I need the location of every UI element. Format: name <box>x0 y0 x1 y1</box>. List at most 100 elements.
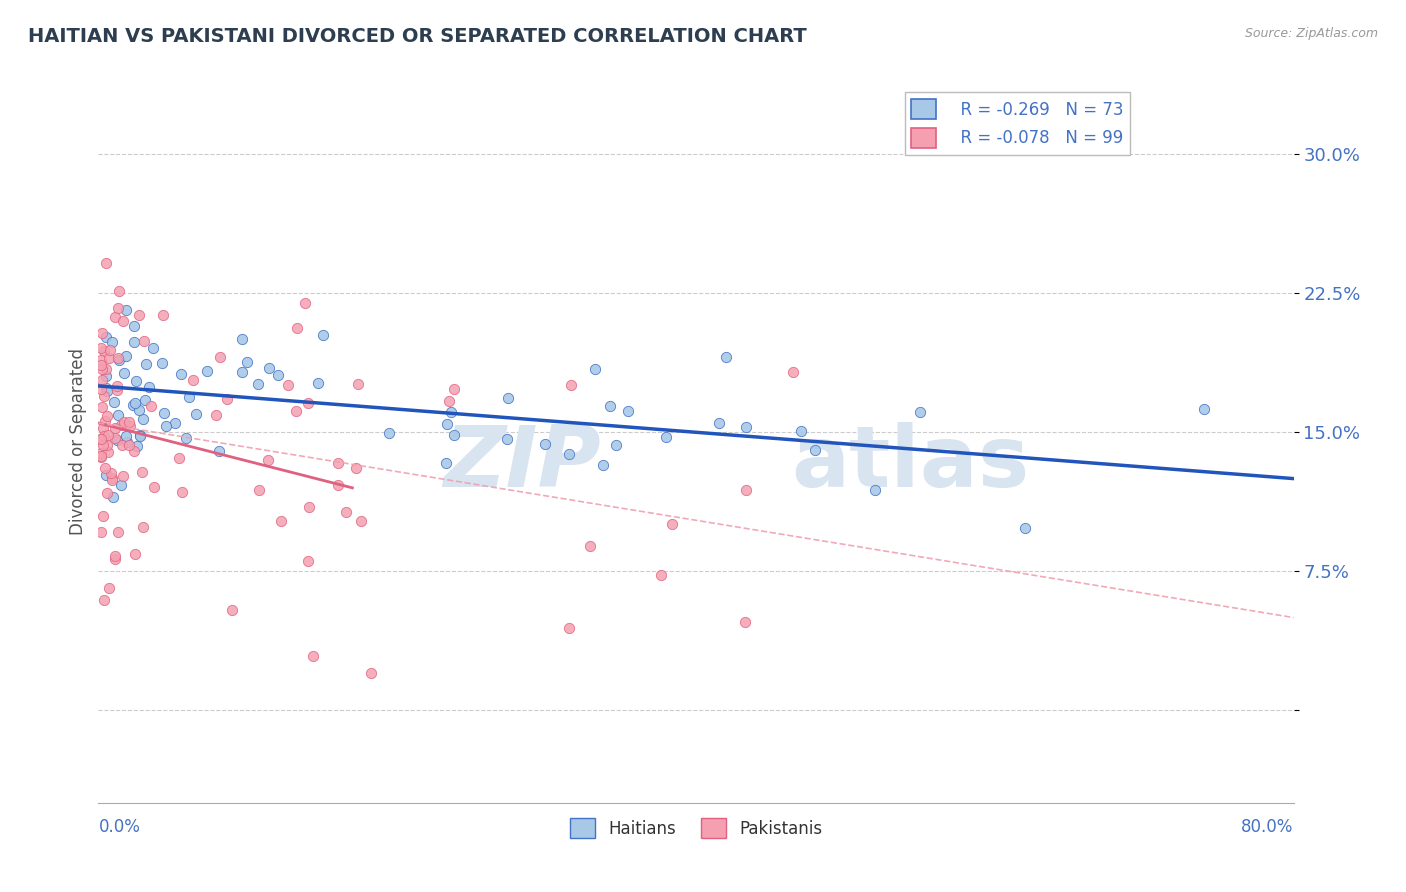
Point <box>443 382 465 396</box>
Point <box>247 483 270 497</box>
Point <box>110 478 132 492</box>
Point <box>285 321 308 335</box>
Point <box>297 554 319 568</box>
Point <box>96 256 118 270</box>
Point <box>661 517 683 532</box>
Point <box>347 376 370 391</box>
Point <box>165 416 187 430</box>
Point <box>112 415 135 429</box>
Point <box>782 365 804 379</box>
Point <box>111 469 134 483</box>
Point <box>114 349 136 363</box>
Point <box>1192 402 1215 417</box>
Point <box>270 514 292 528</box>
Point <box>335 505 357 519</box>
Point <box>131 465 153 479</box>
Point <box>311 328 333 343</box>
Point <box>104 310 127 325</box>
Point <box>93 429 115 443</box>
Point <box>90 446 112 460</box>
Point <box>349 514 371 528</box>
Point <box>112 314 135 328</box>
Point <box>174 431 197 445</box>
Point <box>118 438 141 452</box>
Point <box>167 451 190 466</box>
Point <box>558 621 581 635</box>
Text: atlas: atlas <box>792 422 1029 505</box>
Point <box>135 357 157 371</box>
Point <box>443 427 465 442</box>
Point <box>107 351 129 365</box>
Point <box>138 380 160 394</box>
Point <box>177 390 200 404</box>
Point <box>96 409 118 423</box>
Point <box>734 483 756 498</box>
Point <box>91 400 114 414</box>
Point <box>96 362 118 376</box>
Point <box>91 373 114 387</box>
Point <box>90 359 112 373</box>
Point <box>208 444 231 458</box>
Point <box>650 568 672 582</box>
Point <box>104 420 127 434</box>
Point <box>298 500 321 514</box>
Point <box>111 438 134 452</box>
Point <box>170 367 193 381</box>
Point <box>104 431 127 445</box>
Point <box>128 402 150 417</box>
Point <box>118 419 141 434</box>
Point <box>285 404 308 418</box>
Point <box>93 593 115 607</box>
Point <box>91 421 114 435</box>
Point <box>108 285 131 299</box>
Point <box>96 384 118 399</box>
Point <box>128 308 150 322</box>
Text: HAITIAN VS PAKISTANI DIVORCED OR SEPARATED CORRELATION CHART: HAITIAN VS PAKISTANI DIVORCED OR SEPARAT… <box>28 27 807 45</box>
Point <box>115 429 138 443</box>
Point <box>115 303 138 318</box>
Point <box>90 450 112 464</box>
Point <box>103 395 125 409</box>
Point <box>592 458 614 472</box>
Point <box>616 404 638 418</box>
Point <box>579 539 602 553</box>
Point <box>707 416 730 430</box>
Point <box>328 456 350 470</box>
Point <box>496 391 519 405</box>
Point <box>94 381 117 395</box>
Point <box>105 434 128 448</box>
Point <box>1014 521 1036 535</box>
Point <box>93 509 115 524</box>
Point <box>94 460 117 475</box>
Point <box>231 365 253 379</box>
Point <box>101 334 124 349</box>
Point <box>96 486 118 500</box>
Point <box>496 432 519 446</box>
Point <box>377 426 399 441</box>
Y-axis label: Divorced or Separated: Divorced or Separated <box>69 348 87 535</box>
Point <box>90 432 112 446</box>
Point <box>294 296 316 310</box>
Point <box>91 438 114 452</box>
Point <box>94 329 117 343</box>
Point <box>96 438 118 452</box>
Point <box>134 392 156 407</box>
Point <box>734 615 756 629</box>
Point <box>221 603 243 617</box>
Point <box>205 408 228 422</box>
Text: 80.0%: 80.0% <box>1241 818 1294 836</box>
Point <box>714 350 737 364</box>
Point <box>122 398 145 412</box>
Point <box>804 443 827 458</box>
Point <box>557 447 579 461</box>
Point <box>360 666 382 681</box>
Point <box>257 361 280 376</box>
Text: 0.0%: 0.0% <box>98 818 141 836</box>
Point <box>277 378 299 392</box>
Point <box>98 343 121 357</box>
Point <box>91 326 114 341</box>
Point <box>124 334 146 349</box>
Point <box>152 355 174 369</box>
Point <box>344 461 367 475</box>
Point <box>134 334 156 348</box>
